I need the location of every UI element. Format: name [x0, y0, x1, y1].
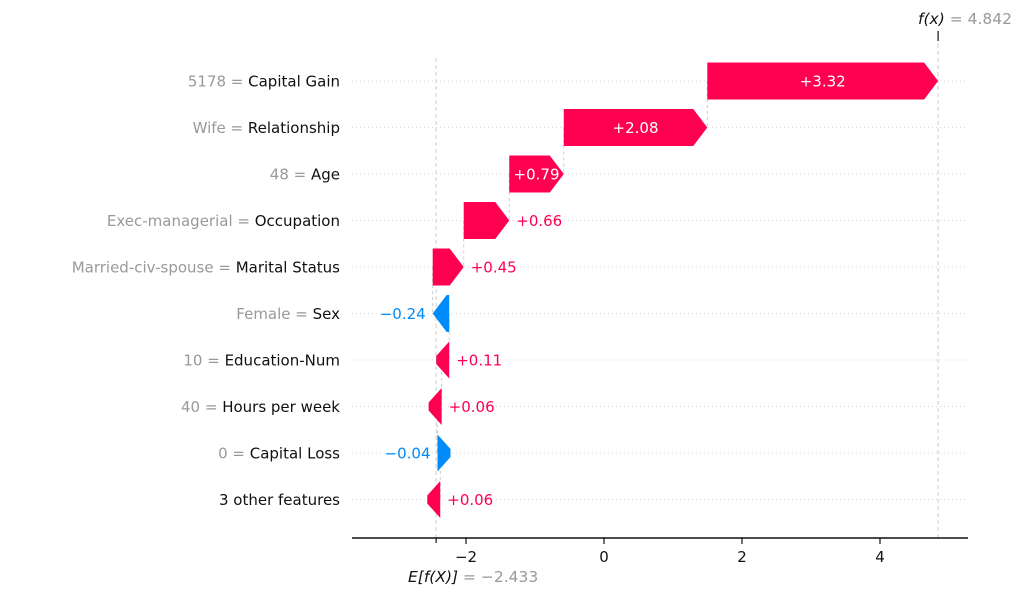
feature-labels: 5178 = Capital Gain Wife = Relationship 48… — [72, 73, 341, 510]
bar-value-label: +0.11 — [456, 352, 502, 370]
bar-marital-status — [432, 248, 464, 286]
feature-label-3-other-features: 3 other features — [219, 491, 340, 509]
x-axis-tick-label: −2 — [455, 548, 477, 566]
x-axis-tick-label: 4 — [875, 548, 885, 566]
shap-bars: +3.32 +2.08 +0.79 +0.66 +0.45 −0.24 +0.11 +0.06… — [380, 62, 939, 518]
bar-education-num — [436, 341, 450, 379]
bar-relationship — [563, 109, 708, 146]
bar-value-label: −0.24 — [380, 305, 426, 323]
bar-capital-gain — [707, 62, 939, 100]
bar-value-label: +2.08 — [613, 119, 659, 137]
bar-value-label: −0.04 — [385, 445, 431, 463]
fx-annotation: f(x) = 4.842 — [918, 10, 1012, 28]
feature-label-education-num: 10 = Education-Num — [183, 352, 340, 370]
bar-value-label: +3.32 — [800, 73, 846, 91]
bar-hours-per-week — [428, 388, 442, 425]
feature-label-hours-per-week: 40 = Hours per week — [181, 398, 340, 416]
feature-label-sex: Female = Sex — [236, 305, 340, 323]
feature-label-capital-loss: 0 = Capital Loss — [218, 445, 340, 463]
bar-value-label: +0.06 — [447, 491, 493, 509]
bar-capital-loss — [437, 434, 451, 472]
bar-value-label: +0.06 — [449, 398, 495, 416]
feature-label-relationship: Wife = Relationship — [193, 119, 340, 137]
bar-value-label: +0.66 — [516, 212, 562, 230]
bar-value-label: +0.45 — [471, 259, 517, 277]
feature-label-capital-gain: 5178 = Capital Gain — [188, 73, 340, 91]
feature-label-marital-status: Married-civ-spouse = Marital Status — [72, 259, 340, 277]
expected-value-annotation: E[f(X)] = −2.433 — [408, 568, 538, 586]
bar-age — [509, 155, 564, 193]
x-axis: −2 0 2 4 — [352, 537, 968, 566]
feature-label-occupation: Exec-managerial = Occupation — [107, 212, 340, 230]
x-axis-tick-label: 0 — [599, 548, 609, 566]
x-axis-tick-label: 2 — [737, 548, 747, 566]
bar-sex — [432, 295, 450, 332]
bar-occupation — [463, 202, 510, 239]
feature-label-age: 48 = Age — [270, 166, 340, 184]
bar-value-label: +0.79 — [514, 166, 560, 184]
bar-3-other-features — [427, 481, 441, 518]
guide-lines — [435, 31, 939, 543]
